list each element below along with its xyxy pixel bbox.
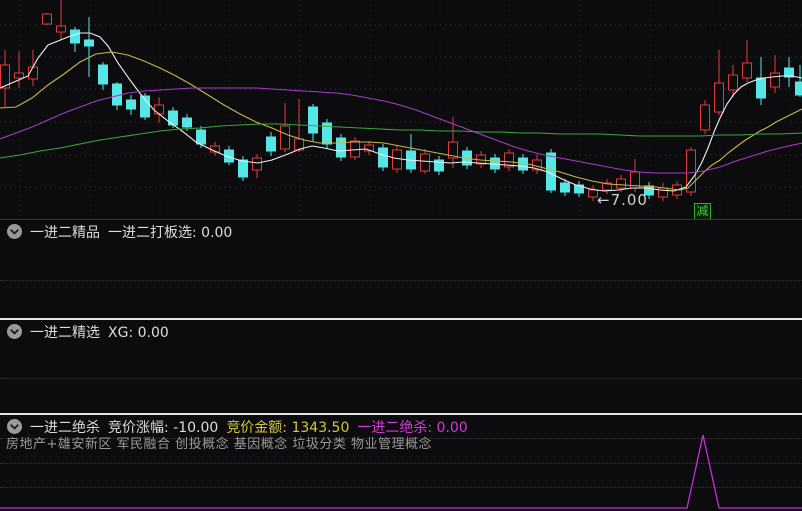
reduce-marker-badge: 减 [694,203,711,220]
main-chart-panel[interactable]: ←7.00 减 [0,0,802,220]
panel-header-label: 竞价涨幅: -10.00 [108,419,219,436]
panel-grid-line [0,378,802,379]
panel-divider [0,413,802,415]
indicator-spike-line [0,434,802,509]
ma-magenta [0,87,802,174]
ma-yellow [0,51,802,191]
panel-header-label: 一进二打板选: 0.00 [108,224,233,241]
panel-grid-line [0,438,802,439]
panel-header[interactable]: 一进二精选 XG: 0.00 [7,323,177,341]
panel-grid-line [0,280,802,281]
ma-white [0,32,802,192]
collapse-chevron-icon[interactable] [7,324,22,339]
panel-yijiner-jingpin: 一进二精品 一进二打板选: 0.00 [0,220,802,318]
concept-tags-text: 房地产+雄安新区 军民融合 创投概念 基因概念 垃圾分类 物业管理概念 [6,437,433,452]
panel-header-label: 一进二精品 [30,224,100,241]
price-annotation: ←7.00 [597,191,648,209]
panel-header[interactable]: 一进二精品 一进二打板选: 0.00 [7,223,240,241]
candlestick-chart[interactable] [0,0,802,219]
panel-header-label: 一进二绝杀 [30,419,100,436]
panel-yijiner-juesha: 一进二绝杀 竞价涨幅: -10.00 竞价金额: 1343.50 一进二绝杀: 0.0… [0,415,802,511]
panel-header[interactable]: 一进二绝杀 竞价涨幅: -10.00 竞价金额: 1343.50 一进二绝杀: 0.0… [7,418,476,436]
panel-yijiner-jingxuan: 一进二精选 XG: 0.00 [0,320,802,413]
collapse-chevron-icon[interactable] [7,419,22,434]
collapse-chevron-icon[interactable] [7,224,22,239]
panel-header-label: 一进二精选 [30,324,100,341]
panel-divider [0,318,802,320]
ma-green [0,123,802,159]
panel-header-label: 竞价金额: 1343.50 [226,419,350,436]
panel-header-label: XG: 0.00 [108,324,169,341]
panel-divider [0,219,802,220]
panel-header-label: 一进二绝杀: 0.00 [357,419,468,436]
panel-grid-line [0,487,802,488]
panel-grid-line [0,463,802,464]
